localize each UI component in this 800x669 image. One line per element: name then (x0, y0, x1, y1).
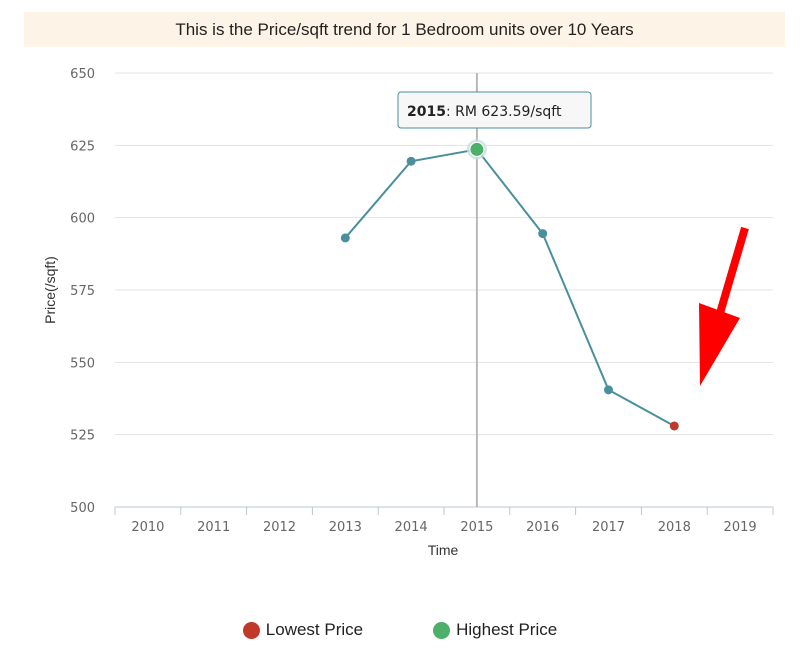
legend: Lowest Price Highest Price (0, 620, 800, 640)
x-axis-label: Time (428, 542, 459, 558)
x-tick-label: 2016 (526, 520, 559, 535)
highest-price-dot (433, 621, 451, 639)
legend-item-lowest[interactable]: Lowest Price (242, 620, 364, 640)
data-point-highest[interactable] (469, 141, 485, 157)
y-tick-label: 525 (70, 429, 95, 444)
y-tick-label: 500 (70, 501, 95, 516)
tooltip-box (397, 91, 592, 129)
chart-title: This is the Price/sqft trend for 1 Bedro… (175, 19, 634, 39)
tooltip-value: : RM 623.59/sqft (446, 104, 562, 120)
legend-item-highest[interactable]: Highest Price (433, 620, 557, 640)
data-point[interactable] (406, 156, 416, 166)
y-tick-label: 600 (70, 212, 95, 227)
y-tick-label: 575 (70, 284, 95, 299)
x-tick-label: 2010 (131, 520, 164, 535)
x-tick-label: 2011 (197, 520, 230, 535)
svg-text:2015: RM 623.59/sqft: 2015: RM 623.59/sqft (407, 104, 562, 120)
y-tick-label: 650 (70, 67, 95, 82)
y-tick-label: 550 (70, 356, 95, 371)
x-tick-label: 2019 (724, 520, 757, 535)
x-tick-label: 2017 (592, 520, 625, 535)
legend-highest-label: Highest Price (456, 620, 558, 639)
y-tick-label: 625 (70, 139, 95, 154)
data-point[interactable] (538, 229, 548, 239)
data-point[interactable] (340, 233, 350, 243)
data-point[interactable] (604, 385, 613, 395)
tooltip-year: 2015 (407, 104, 446, 120)
x-tick-label: 2014 (395, 520, 428, 535)
series-line (344, 148, 675, 427)
x-tick-label: 2013 (329, 520, 362, 535)
tooltip: 2015: RM 623.59/sqft (397, 91, 592, 129)
x-tick-label: 2012 (263, 520, 296, 535)
y-axis-label: Price(/sqft) (42, 256, 58, 324)
line-chart: Price(/sqft) Time 500525550575600625650 … (42, 67, 774, 558)
x-tick-label: 2015 (460, 520, 493, 535)
chart-title-banner: This is the Price/sqft trend for 1 Bedro… (24, 12, 785, 47)
red-arrow-annotation (699, 226, 749, 386)
legend-lowest-label: Lowest Price (265, 620, 364, 639)
data-point-lowest[interactable] (669, 421, 679, 431)
x-tick-label: 2018 (658, 520, 691, 535)
lowest-price-dot (242, 621, 260, 639)
